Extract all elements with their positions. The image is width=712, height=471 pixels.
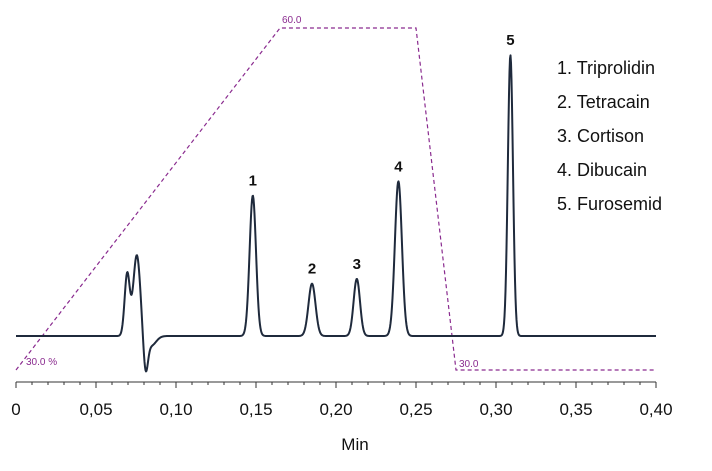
legend-entry: 5. Furosemid (557, 194, 662, 214)
peak-label: 1 (249, 173, 257, 190)
legend-entry: 1. Triprolidin (557, 58, 655, 78)
peak-label: 2 (308, 261, 316, 278)
gradient-label: 30.0 (459, 359, 479, 370)
legend-entry: 2. Tetracain (557, 92, 650, 112)
chromatogram-trace (15, 54, 657, 373)
gradient-label: 60.0 (282, 15, 302, 26)
x-axis-title: Min (341, 435, 368, 454)
x-tick-label: 0,10 (159, 400, 192, 419)
peak-labels: 1 2 3 4 5 (249, 32, 515, 277)
x-axis: 0 0,05 0,10 0,15 0,20 0,25 0,30 0,35 0,40 (11, 381, 673, 419)
legend: 1. Triprolidin 2. Tetracain 3. Cortison 4. … (557, 58, 662, 214)
x-tick-label: 0,15 (239, 400, 272, 419)
x-tick-label: 0,25 (399, 400, 432, 419)
gradient-profile: 30.0 % 60.0 30.0 (15, 15, 656, 371)
peak-label: 4 (394, 158, 403, 175)
x-tick-label: 0,40 (639, 400, 672, 419)
x-tick-label: 0,35 (559, 400, 592, 419)
x-tick-label: 0,30 (479, 400, 512, 419)
peak-label: 5 (506, 32, 514, 49)
chromatogram-trace-group (15, 54, 657, 373)
gradient-label: 30.0 % (26, 357, 57, 368)
x-tick-label: 0,05 (79, 400, 112, 419)
x-tick-label: 0,20 (319, 400, 352, 419)
x-tick-label: 0 (11, 400, 20, 419)
legend-entry: 3. Cortison (557, 126, 644, 146)
gradient-line (15, 27, 656, 371)
peak-label: 3 (353, 256, 361, 273)
legend-entry: 4. Dibucain (557, 160, 647, 180)
